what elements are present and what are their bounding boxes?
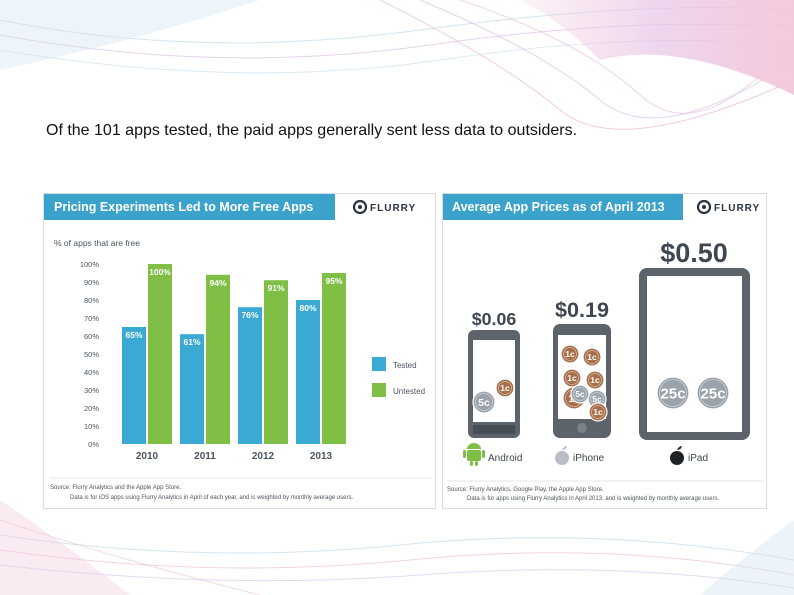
y-tick-label: 80% <box>84 296 99 305</box>
coin-iphone: 1c <box>560 344 580 364</box>
bar-tested-2011 <box>180 334 204 444</box>
price-label-ipad: $0.50 <box>660 238 728 268</box>
data-label: 100% <box>149 267 171 277</box>
ipad-device <box>639 268 750 440</box>
bar-series: 65% 100% 61% 94% 76% 91% 80% 95% <box>122 264 346 444</box>
top-left-swoosh <box>0 0 260 70</box>
coin-iphone: 1c <box>582 347 602 367</box>
coin-stacks: 5c1c1c1c1c1c5c1c1c5c25c25c <box>472 344 730 422</box>
coin-iphone: 5c <box>570 384 590 404</box>
category-label-2011: 2011 <box>194 451 216 462</box>
bar-tested-2010 <box>122 327 146 444</box>
y-tick-label: 70% <box>84 314 99 323</box>
coin-android: 5c <box>472 390 496 414</box>
coin-label: 5c <box>592 394 602 404</box>
data-label: 91% <box>267 283 284 293</box>
chart-title: Pricing Experiments Led to More Free App… <box>54 200 313 214</box>
coin-iphone: 1c <box>562 368 582 388</box>
y-tick-label: 0% <box>88 440 99 449</box>
data-label: 95% <box>325 276 342 286</box>
apple-icon-black <box>670 446 684 465</box>
prices-header-bar <box>443 194 683 220</box>
source-line-1: Source: Flurry Analytics and the Apple A… <box>50 485 181 491</box>
y-tick-label: 100% <box>80 260 100 269</box>
bar-tested-2013 <box>296 300 320 444</box>
apple-icon-silver <box>555 446 569 465</box>
y-tick-label: 30% <box>84 386 99 395</box>
coin-label: 1c <box>593 407 603 417</box>
price-label-android: $0.06 <box>472 309 517 329</box>
platform-label-ipad: iPad <box>688 453 708 464</box>
free-apps-chart-panel: Pricing Experiments Led to More Free App… <box>43 193 436 509</box>
price-label-iphone: $0.19 <box>555 297 609 322</box>
legend-swatch-tested <box>372 357 386 371</box>
category-label-2013: 2013 <box>310 451 333 462</box>
source-line-1: Source: Flurry Analytics, Google Play, t… <box>447 487 604 493</box>
coin-label: 1c <box>500 383 510 393</box>
y-tick-label: 20% <box>84 404 99 413</box>
x-axis-categories: 2010 2011 2012 2013 <box>136 451 333 462</box>
flurry-logo-icon <box>696 199 712 215</box>
y-tick-label: 60% <box>84 332 99 341</box>
bottom-left-swoosh <box>0 500 130 595</box>
category-label-2010: 2010 <box>136 451 159 462</box>
data-label: 65% <box>125 330 142 340</box>
coin-android: 1c <box>495 378 515 398</box>
flurry-logo: FLURRY <box>352 199 416 215</box>
y-tick-label: 90% <box>84 278 99 287</box>
y-tick-label: 10% <box>84 422 99 431</box>
app-prices-infographic: Average App Prices as of April 2013 FLUR… <box>443 194 764 502</box>
bottom-right-swoosh <box>700 520 794 595</box>
bar-tested-2012 <box>238 307 262 444</box>
data-label: 80% <box>299 303 316 313</box>
coin-ipad: 25c <box>656 376 690 410</box>
coin-label: 25c <box>660 386 685 403</box>
coin-label: 5c <box>575 389 585 399</box>
coin-iphone: 1c <box>585 370 605 390</box>
category-label-2012: 2012 <box>252 451 275 462</box>
platform-label-iphone: iPhone <box>573 453 605 464</box>
bottom-wave-lines <box>0 519 794 595</box>
data-label: 61% <box>183 337 200 347</box>
free-apps-bar-chart: Pricing Experiments Led to More Free App… <box>44 194 431 501</box>
source-line-2: Data is for iOS apps using Flurry Analyt… <box>70 495 353 501</box>
flurry-logo: FLURRY <box>696 199 760 215</box>
platform-label-android: Android <box>488 453 522 464</box>
source-line-2: Data is for apps using Flurry Analytics … <box>467 496 719 502</box>
chart-header-bar <box>44 194 335 220</box>
slide-caption: Of the 101 apps tested, the paid apps ge… <box>46 122 578 139</box>
legend-swatch-untested <box>372 383 386 397</box>
data-label: 94% <box>209 278 226 288</box>
y-axis-label: % of apps that are free <box>54 238 140 248</box>
flurry-logo-text: FLURRY <box>714 203 760 214</box>
bar-untested-2012 <box>264 280 288 444</box>
coin-label: 1c <box>565 349 575 359</box>
coin-ipad: 25c <box>696 376 730 410</box>
android-icon <box>463 443 485 466</box>
flurry-logo-icon <box>352 199 368 215</box>
app-prices-panel: Average App Prices as of April 2013 FLUR… <box>442 193 767 509</box>
y-axis-ticks: 0% 10% 20% 30% 40% 50% 60% 70% 80% 90% 100% <box>80 260 100 449</box>
coin-label: 25c <box>700 386 725 403</box>
coin-iphone: 1c <box>588 402 608 422</box>
coin-label: 5c <box>478 398 490 409</box>
coin-label: 1c <box>590 375 600 385</box>
flurry-logo-text: FLURRY <box>370 203 416 214</box>
legend: Tested Untested <box>372 357 425 397</box>
legend-label-untested: Untested <box>393 387 425 396</box>
top-right-swoosh <box>520 0 794 95</box>
legend-label-tested: Tested <box>393 361 417 370</box>
y-tick-label: 40% <box>84 368 99 377</box>
bar-untested-2013 <box>322 273 346 444</box>
bar-untested-2011 <box>206 274 230 444</box>
prices-title: Average App Prices as of April 2013 <box>452 200 665 214</box>
bar-untested-2010 <box>148 264 172 444</box>
coin-label: 1c <box>567 373 577 383</box>
y-tick-label: 50% <box>84 350 99 359</box>
coin-label: 1c <box>587 352 597 362</box>
data-label: 76% <box>241 310 258 320</box>
